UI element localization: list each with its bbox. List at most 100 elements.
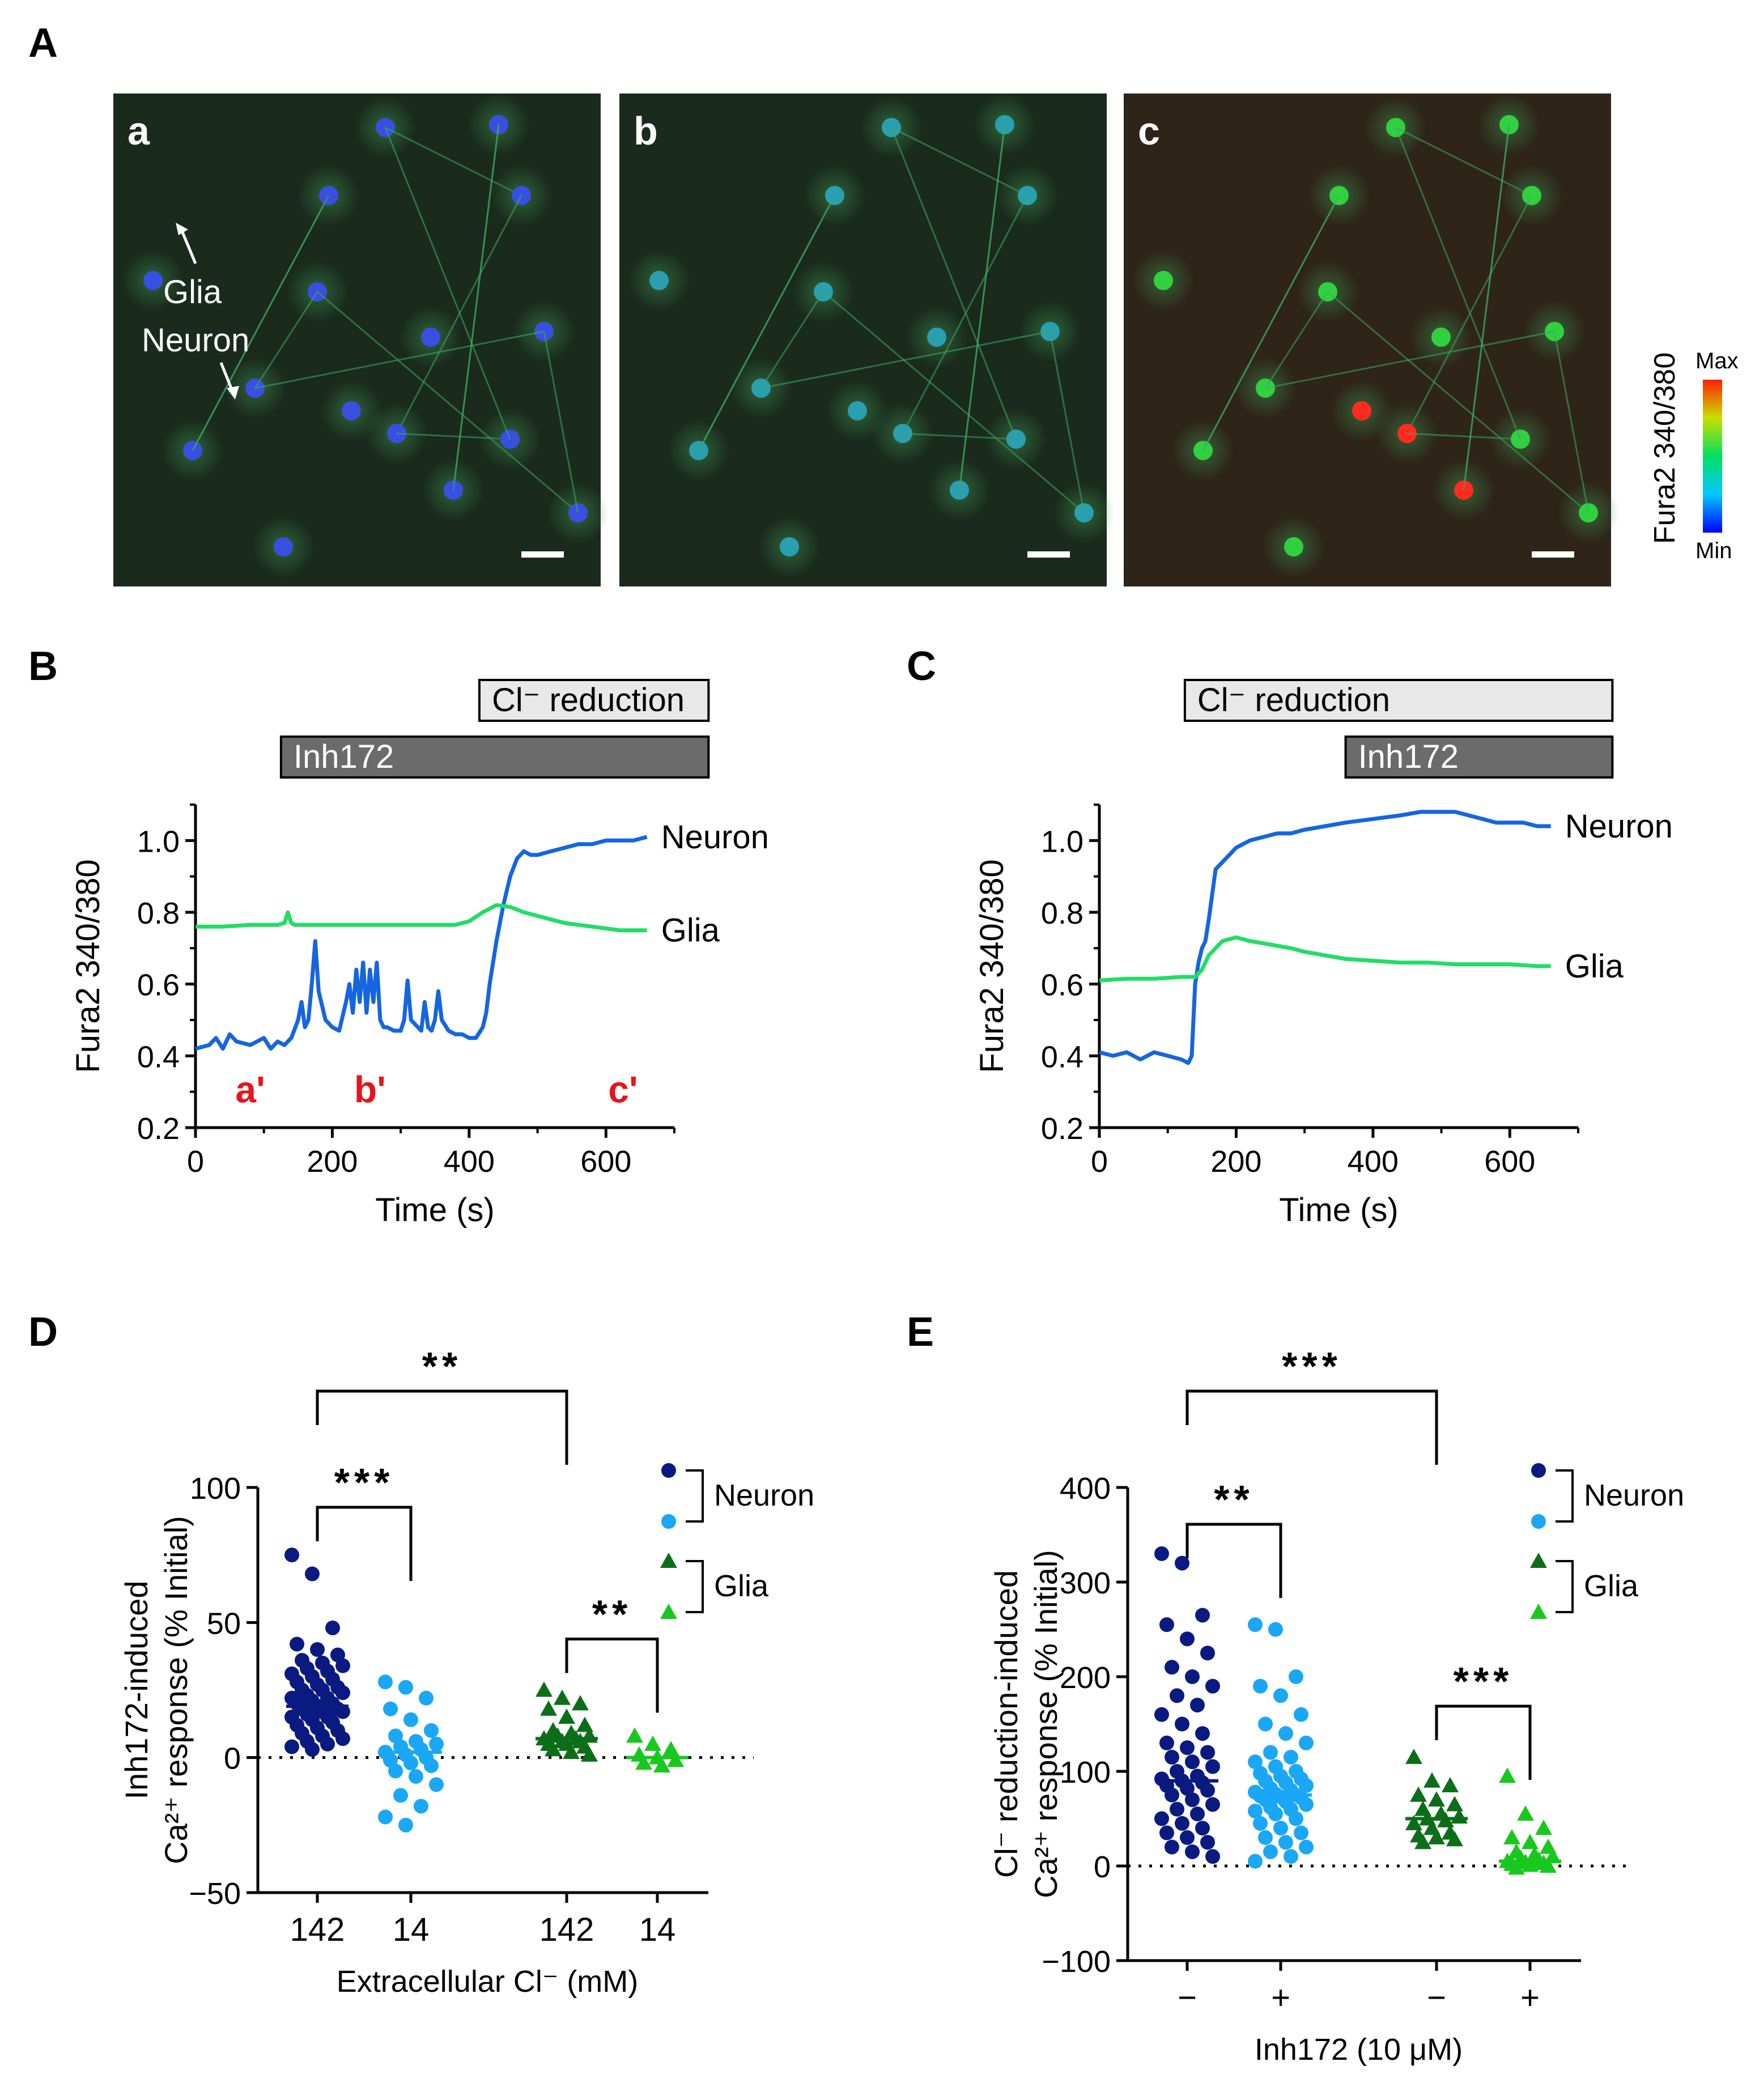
data-point-circle <box>1284 1849 1298 1864</box>
neurite <box>1264 291 1329 389</box>
significance-stars: ** <box>592 1592 632 1636</box>
data-point-circle <box>1294 1707 1308 1722</box>
category-label: 142 <box>290 1911 345 1948</box>
data-point-circle <box>1159 1617 1174 1633</box>
glia-trace <box>196 903 647 933</box>
category-label: − <box>1178 1979 1197 2016</box>
data-point-triangle <box>653 1757 670 1772</box>
scale-bar <box>521 551 564 558</box>
significance-stars: *** <box>1282 1344 1342 1388</box>
neurite <box>1265 330 1555 389</box>
legend-glia-label: Glia <box>1584 1569 1639 1603</box>
colorbar-label: Fura2 340/380 <box>1648 352 1681 544</box>
x-tick-label: 400 <box>1348 1145 1399 1179</box>
chart-e: −100 0 100 200 300 400 − + − + Inh172 (10 μM) Cl⁻ r… <box>988 1344 1684 2067</box>
data-point-triangle <box>1522 1856 1539 1872</box>
neurite <box>452 124 500 491</box>
x-tick-label: 200 <box>307 1145 358 1179</box>
y-tick-label: 100 <box>190 1472 241 1506</box>
colorbar-gradient <box>1703 380 1722 533</box>
data-point-circle <box>1175 1816 1189 1831</box>
significance-stars: *** <box>1454 1659 1514 1703</box>
data-point-triangle <box>540 1700 557 1716</box>
y-tick-label: 1.0 <box>1041 824 1083 858</box>
data-point-circle <box>310 1642 325 1657</box>
cell-body <box>143 271 163 290</box>
data-point-circle <box>290 1636 304 1652</box>
data-point-circle <box>1268 1806 1283 1822</box>
y-tick-label: 50 <box>207 1606 241 1640</box>
y-tick-label: 0.2 <box>137 1112 180 1146</box>
colorbar-max: Max <box>1695 348 1739 373</box>
neurite <box>890 127 1017 440</box>
data-point-triangle <box>1405 1748 1422 1764</box>
data-point-circle <box>1180 1830 1195 1845</box>
cell-body <box>1431 328 1451 347</box>
y-axis-title-line2: Ca²⁺ response (% Initial) <box>1028 1550 1064 1898</box>
data-point-circle <box>1205 1797 1220 1812</box>
y-axis-title-line1: Cl⁻ reduction-induced <box>988 1570 1024 1878</box>
y-tick-label: 200 <box>1060 1661 1111 1695</box>
y-tick-label: 400 <box>1060 1472 1111 1506</box>
data-point-triangle <box>1446 1796 1463 1812</box>
significance-bracket <box>1435 1704 1532 1780</box>
data-point-triangle <box>1414 1834 1431 1850</box>
data-point-circle <box>1289 1811 1303 1826</box>
neurite <box>254 330 545 389</box>
y-tick-label: −50 <box>189 1877 241 1911</box>
cell-cluster <box>1132 93 1620 578</box>
data-point-circle <box>1258 1716 1273 1732</box>
inh172-bar <box>1344 736 1614 779</box>
cell-body <box>649 271 669 290</box>
data-point-circle <box>1263 1745 1278 1760</box>
data-point-circle <box>383 1701 398 1716</box>
neurite <box>192 195 330 451</box>
data-point-triangle <box>1423 1772 1440 1788</box>
time-point-label: c' <box>608 1069 638 1111</box>
x-axis-title: Extracellular Cl⁻ (mM) <box>337 1965 639 1999</box>
neurite <box>384 127 511 440</box>
data-point-triangle <box>660 1604 677 1619</box>
data-point-circle <box>393 1788 408 1803</box>
data-point-circle <box>1170 1688 1184 1703</box>
y-axis-title: Fura2 340/380 <box>974 859 1010 1073</box>
data-point-circle <box>1180 1631 1195 1647</box>
cell-body <box>1352 401 1371 420</box>
legend-neuron-label: Neuron <box>1584 1478 1684 1512</box>
y-tick-label: 0 <box>224 1742 241 1776</box>
category-label: + <box>1271 1979 1290 2016</box>
data-point-circle <box>335 1658 350 1673</box>
data-point-circle <box>1175 1555 1189 1571</box>
cell-body <box>342 401 361 420</box>
neurite <box>760 291 825 389</box>
x-tick-label: 600 <box>580 1145 631 1179</box>
subpanel-label-b: b <box>634 109 658 153</box>
glia-annotation: Glia <box>163 274 222 311</box>
y-tick-label: 300 <box>1060 1566 1111 1600</box>
y-tick-label: 0.8 <box>137 896 180 930</box>
time-point-label: b' <box>354 1069 386 1111</box>
cell-body <box>848 401 867 420</box>
cell-body <box>1154 271 1173 290</box>
inh172-bar <box>279 736 710 779</box>
panel-label-e: E <box>907 1310 934 1355</box>
neurite <box>1406 195 1533 434</box>
legend-neuron-label: Neuron <box>714 1478 814 1512</box>
data-point-circle <box>419 1690 434 1706</box>
data-point-circle <box>325 1620 340 1635</box>
data-point-triangle <box>644 1735 661 1751</box>
data-point-triangle <box>660 1553 677 1568</box>
data-point-circle <box>1273 1688 1288 1703</box>
data-point-circle <box>1154 1707 1169 1722</box>
data-point-circle <box>1248 1754 1263 1770</box>
data-point-circle <box>1170 1801 1184 1817</box>
x-tick-label: 600 <box>1484 1145 1535 1179</box>
data-point-circle <box>1205 1849 1220 1864</box>
data-point-circle <box>1165 1787 1179 1803</box>
data-point-circle <box>1200 1745 1215 1760</box>
glia-series-label: Glia <box>661 912 720 949</box>
data-point-circle <box>409 1769 423 1784</box>
data-point-circle <box>1159 1735 1174 1750</box>
data-point-circle <box>335 1704 350 1719</box>
